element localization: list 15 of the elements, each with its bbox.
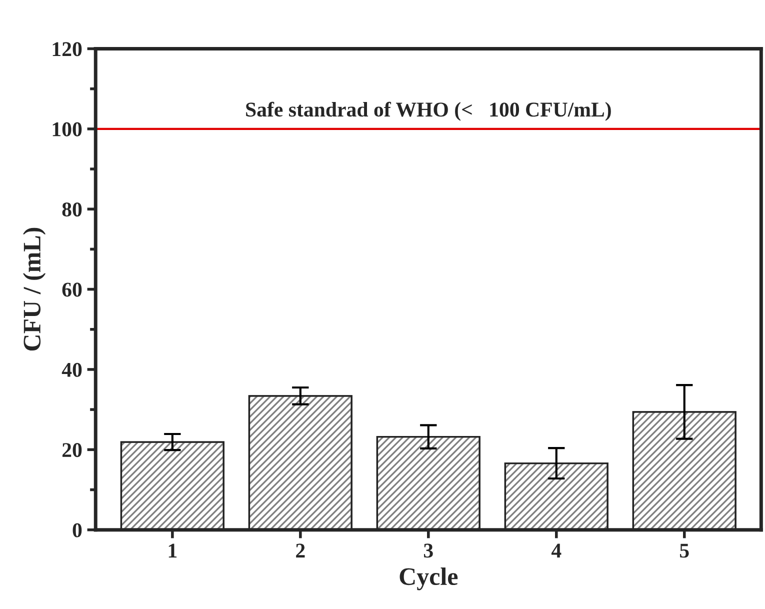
- x-axis-title: Cycle: [400, 567, 458, 590]
- y-tick-label: 80: [62, 202, 82, 217]
- x-tick-label: 4: [551, 544, 562, 558]
- y-tick-label: 100: [52, 122, 82, 136]
- x-tick-label: 1: [168, 544, 177, 558]
- x-tick-label: 3: [424, 544, 433, 558]
- y-tick-label: 60: [62, 282, 82, 297]
- x-tick-label: 5: [680, 544, 689, 558]
- y-tick-label: 20: [62, 443, 82, 458]
- ref-line-label: Safe standrad of WHO (< 100 CFU/mL): [246, 102, 611, 121]
- y-tick-label: 120: [52, 42, 82, 56]
- y-tick-label: 0: [72, 523, 82, 538]
- x-tick-label: 2: [296, 544, 305, 558]
- y-tick-label: 40: [62, 362, 82, 377]
- y-axis-title: CFU / (mL): [22, 228, 46, 351]
